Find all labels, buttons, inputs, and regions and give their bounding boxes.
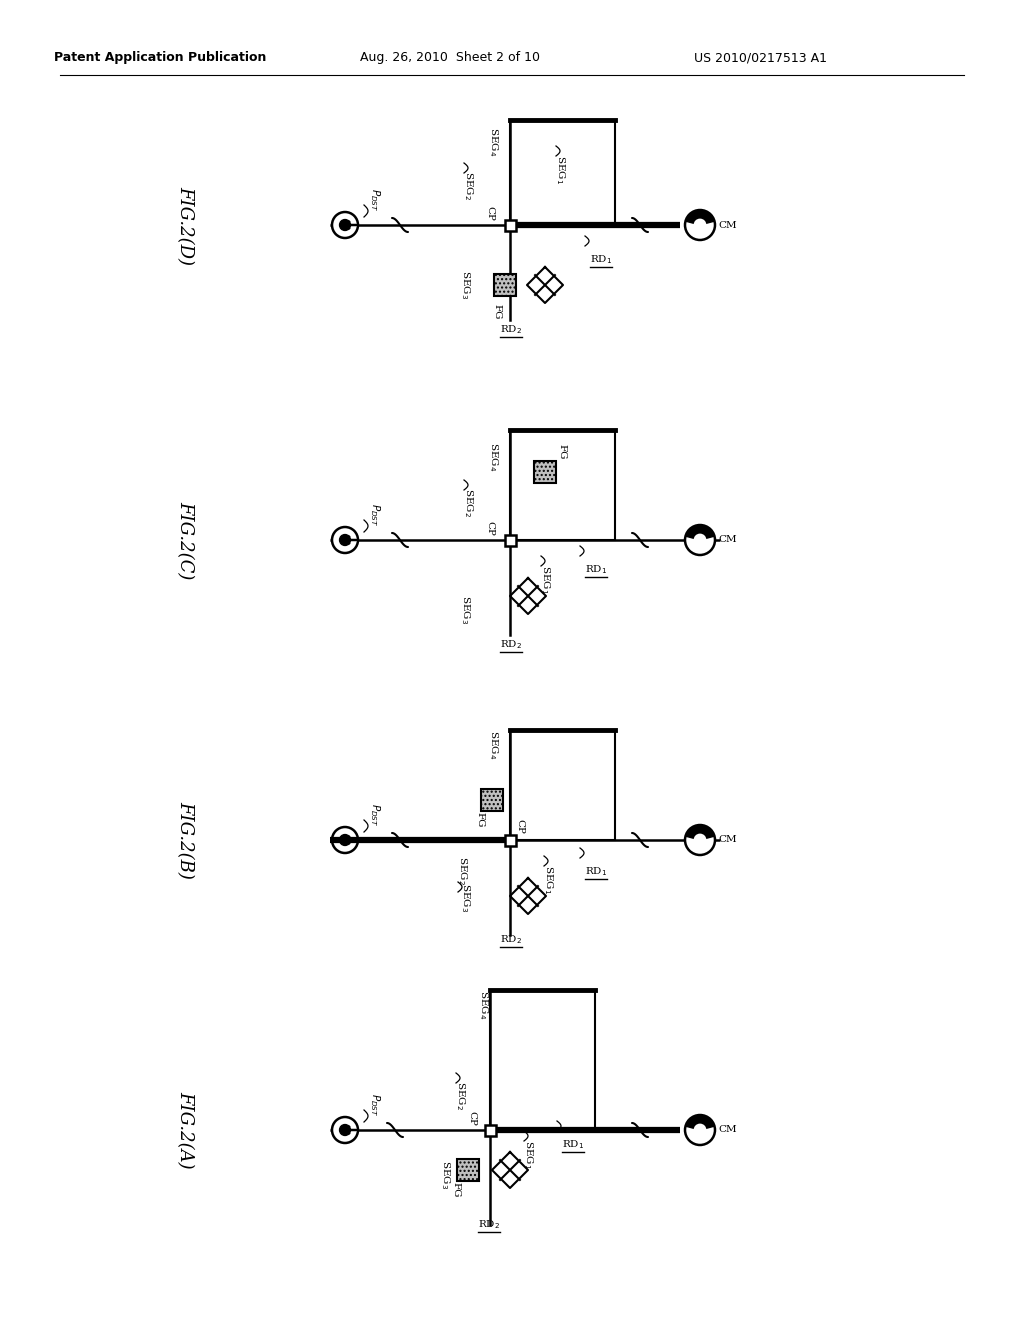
Circle shape — [694, 535, 706, 545]
Text: FG: FG — [475, 812, 484, 828]
Text: FG: FG — [493, 304, 502, 319]
Text: $P_{DST}$: $P_{DST}$ — [368, 1093, 382, 1117]
Text: SEG$_{2}$: SEG$_{2}$ — [462, 487, 474, 516]
Text: SEG$_{1}$: SEG$_{1}$ — [554, 156, 566, 185]
Text: RD$_{1}$: RD$_{1}$ — [590, 253, 612, 267]
Circle shape — [685, 210, 715, 240]
Circle shape — [332, 828, 358, 853]
Text: RD$_{2}$: RD$_{2}$ — [478, 1218, 500, 1232]
Text: Patent Application Publication: Patent Application Publication — [54, 51, 266, 65]
Text: CP: CP — [485, 206, 495, 220]
Wedge shape — [686, 210, 714, 224]
Bar — [505, 219, 515, 231]
Bar — [481, 789, 503, 810]
Text: SEG$_{4}$: SEG$_{4}$ — [486, 127, 500, 157]
Text: SEG$_{4}$: SEG$_{4}$ — [476, 990, 489, 1019]
Circle shape — [332, 1117, 358, 1143]
Bar — [505, 535, 515, 545]
Text: SEG$_{2}$: SEG$_{2}$ — [456, 855, 468, 884]
Circle shape — [340, 834, 350, 845]
Text: RD$_{2}$: RD$_{2}$ — [500, 639, 522, 651]
Text: SEG$_{3}$: SEG$_{3}$ — [459, 595, 471, 624]
Text: FG: FG — [452, 1183, 461, 1197]
Text: CM: CM — [718, 836, 736, 845]
Bar — [457, 1159, 479, 1181]
Text: Aug. 26, 2010  Sheet 2 of 10: Aug. 26, 2010 Sheet 2 of 10 — [360, 51, 540, 65]
Text: CM: CM — [718, 220, 736, 230]
Text: CP: CP — [515, 818, 524, 833]
Text: SEG$_{3}$: SEG$_{3}$ — [459, 271, 471, 300]
Bar — [510, 430, 615, 540]
Circle shape — [332, 527, 358, 553]
Circle shape — [694, 1125, 706, 1135]
Text: RD$_{1}$: RD$_{1}$ — [585, 866, 607, 878]
Circle shape — [332, 213, 358, 238]
Wedge shape — [686, 525, 714, 540]
Text: US 2010/0217513 A1: US 2010/0217513 A1 — [693, 51, 826, 65]
Text: CM: CM — [718, 536, 736, 544]
Circle shape — [685, 825, 715, 855]
Text: CM: CM — [718, 1126, 736, 1134]
Bar — [505, 834, 515, 846]
Wedge shape — [686, 825, 714, 840]
Text: RD$_{2}$: RD$_{2}$ — [500, 323, 522, 337]
Bar — [510, 120, 615, 224]
Wedge shape — [686, 1115, 714, 1130]
Bar — [490, 990, 595, 1130]
Text: CP: CP — [468, 1110, 476, 1126]
Text: SEG$_{4}$: SEG$_{4}$ — [486, 730, 500, 759]
Text: SEG$_{4}$: SEG$_{4}$ — [486, 442, 500, 471]
Text: SEG$_{1}$: SEG$_{1}$ — [521, 1140, 535, 1170]
Bar — [494, 275, 516, 296]
Text: FIG.2(B): FIG.2(B) — [176, 801, 194, 879]
Text: FG: FG — [557, 445, 566, 459]
Text: CP: CP — [485, 520, 495, 536]
Circle shape — [340, 535, 350, 545]
Circle shape — [340, 219, 350, 231]
Circle shape — [694, 219, 706, 231]
Text: SEG$_{2}$: SEG$_{2}$ — [462, 170, 474, 199]
Text: $P_{DST}$: $P_{DST}$ — [368, 804, 382, 826]
Bar — [510, 730, 615, 840]
Circle shape — [685, 525, 715, 554]
Text: SEG$_{1}$: SEG$_{1}$ — [539, 565, 551, 594]
Bar — [534, 461, 556, 483]
Circle shape — [694, 834, 706, 846]
Text: $P_{DST}$: $P_{DST}$ — [368, 503, 382, 527]
Text: RD$_{1}$: RD$_{1}$ — [585, 564, 607, 577]
Text: FIG.2(C): FIG.2(C) — [176, 500, 194, 579]
Circle shape — [685, 1115, 715, 1144]
Text: FIG.2(A): FIG.2(A) — [176, 1092, 194, 1168]
Text: SEG$_{3}$: SEG$_{3}$ — [459, 883, 471, 912]
Text: SEG$_{3}$: SEG$_{3}$ — [438, 1160, 452, 1189]
Text: RD$_{2}$: RD$_{2}$ — [500, 933, 522, 946]
Text: SEG$_{2}$: SEG$_{2}$ — [454, 1081, 466, 1109]
Bar — [484, 1125, 496, 1135]
Text: FIG.2(D): FIG.2(D) — [176, 186, 194, 264]
Text: SEG$_{1}$: SEG$_{1}$ — [542, 866, 554, 895]
Text: RD$_{1}$: RD$_{1}$ — [562, 1139, 585, 1151]
Circle shape — [340, 1125, 350, 1135]
Text: $P_{DST}$: $P_{DST}$ — [368, 189, 382, 211]
